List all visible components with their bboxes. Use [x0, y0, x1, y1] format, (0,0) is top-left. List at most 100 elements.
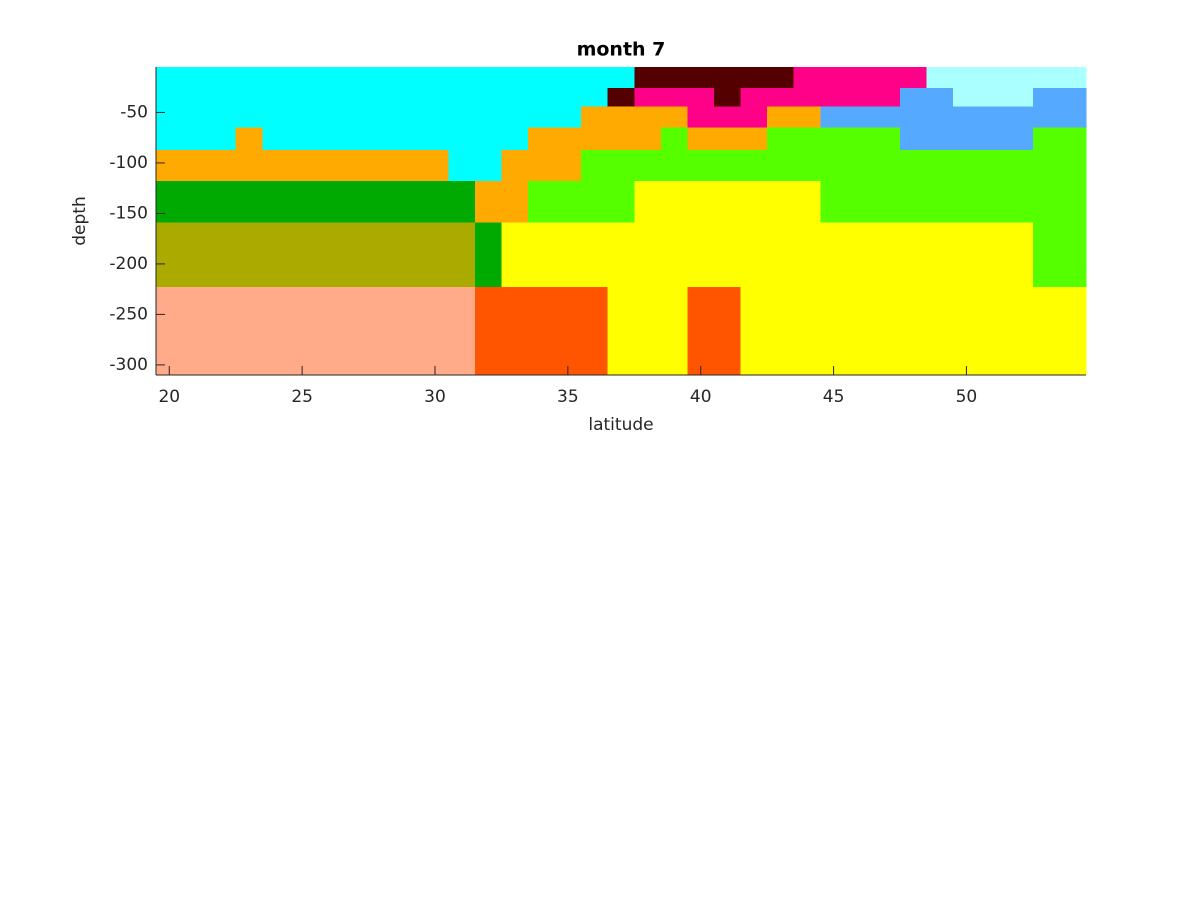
cell: [156, 67, 184, 89]
cell: [793, 287, 821, 376]
cell: [634, 127, 662, 151]
cell: [448, 106, 476, 129]
cell: [235, 181, 263, 224]
cell: [820, 88, 848, 107]
cell: [501, 181, 529, 224]
cell: [474, 222, 502, 288]
cell: [873, 106, 901, 129]
cell: [235, 287, 263, 376]
cell: [528, 88, 556, 107]
cell: [873, 222, 901, 288]
cell: [1006, 181, 1034, 224]
x-axis-label: latitude: [588, 415, 653, 435]
cell: [342, 149, 370, 182]
cell: [342, 181, 370, 224]
cell: [235, 149, 263, 182]
cell: [474, 67, 502, 89]
cell: [900, 127, 928, 151]
cell: [1006, 149, 1034, 182]
cell: [288, 181, 316, 224]
cell: [607, 88, 635, 107]
cell: [209, 106, 237, 129]
cell: [926, 181, 954, 224]
cell: [288, 149, 316, 182]
cell: [953, 127, 981, 151]
cell: [288, 222, 316, 288]
cell: [156, 222, 184, 288]
cell: [820, 127, 848, 151]
cell: [474, 88, 502, 107]
cell: [820, 149, 848, 182]
cell: [687, 149, 715, 182]
cell: [687, 222, 715, 288]
cell: [900, 222, 928, 288]
cell: [926, 127, 954, 151]
x-tick-label: 35: [557, 387, 579, 407]
cell: [900, 149, 928, 182]
cell: [581, 222, 609, 288]
cell: [1032, 88, 1060, 107]
y-axis-label: depth: [70, 196, 90, 245]
cell: [660, 67, 688, 89]
cell: [315, 287, 343, 376]
cell: [501, 88, 529, 107]
cell: [660, 181, 688, 224]
cell: [953, 181, 981, 224]
cell: [634, 149, 662, 182]
cell: [156, 106, 184, 129]
cell: [793, 149, 821, 182]
cell: [767, 106, 795, 129]
cell: [634, 222, 662, 288]
cell: [926, 106, 954, 129]
cell: [156, 149, 184, 182]
cell: [368, 127, 396, 151]
cell: [714, 88, 742, 107]
y-tick-label: -200: [109, 254, 148, 274]
cell: [554, 287, 582, 376]
cell: [634, 181, 662, 224]
cell: [740, 222, 768, 288]
cell: [182, 106, 210, 129]
cell: [1006, 88, 1034, 107]
cell: [714, 149, 742, 182]
cell: [501, 287, 529, 376]
cell: [687, 67, 715, 89]
cell: [448, 287, 476, 376]
cell: [634, 106, 662, 129]
cell: [740, 287, 768, 376]
cell: [315, 149, 343, 182]
cell: [820, 181, 848, 224]
cell: [1006, 222, 1034, 288]
cell: [660, 106, 688, 129]
cell: [767, 222, 795, 288]
cell: [979, 287, 1007, 376]
cell: [182, 127, 210, 151]
cell: [368, 106, 396, 129]
cell: [1059, 287, 1087, 376]
cell: [554, 67, 582, 89]
cell: [634, 287, 662, 376]
cell: [262, 287, 290, 376]
cell: [156, 287, 184, 376]
cell: [342, 88, 370, 107]
y-tick-label: -250: [109, 304, 148, 324]
cell: [660, 149, 688, 182]
cell: [395, 287, 423, 376]
cell: [953, 149, 981, 182]
cell: [368, 287, 396, 376]
cell: [581, 67, 609, 89]
cell: [846, 181, 874, 224]
cell: [156, 127, 184, 151]
cell: [182, 287, 210, 376]
cell: [182, 88, 210, 107]
cell: [554, 88, 582, 107]
cell: [528, 181, 556, 224]
cell: [900, 287, 928, 376]
cell: [421, 287, 449, 376]
cell: [714, 222, 742, 288]
cell: [448, 149, 476, 182]
cell: [315, 67, 343, 89]
cell: [820, 106, 848, 129]
cell: [474, 127, 502, 151]
